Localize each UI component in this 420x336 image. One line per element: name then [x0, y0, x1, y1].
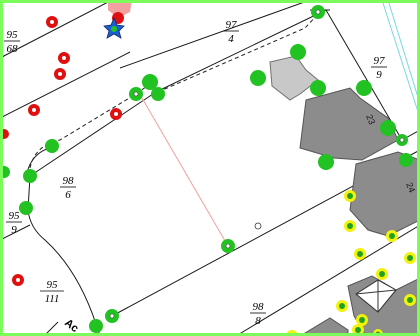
tree-center-marks — [109, 9, 405, 319]
parcel-label-6: 95 111 — [40, 279, 64, 305]
svg-text:9: 9 — [376, 69, 382, 81]
tree-green[interactable] — [142, 74, 158, 90]
water-line-2 — [387, 0, 420, 105]
svg-text:9: 9 — [11, 224, 17, 236]
house-number-23: 23 — [364, 113, 377, 126]
tree-green[interactable] — [250, 70, 266, 86]
building-cross-line-1 — [355, 289, 397, 295]
tree-group-green — [0, 5, 413, 333]
parcel-label-1: 95 68 — [4, 29, 20, 55]
survey-point — [254, 222, 262, 230]
building-bottom[interactable] — [299, 317, 349, 336]
parcel-label-7: 98 8 — [250, 301, 266, 327]
svg-text:6: 6 — [65, 189, 71, 201]
street-edge — [27, 175, 101, 336]
svg-text:98: 98 — [63, 175, 75, 187]
tree-green[interactable] — [380, 120, 396, 136]
svg-text:97: 97 — [374, 55, 386, 67]
svg-text:68: 68 — [7, 43, 19, 55]
parcel-label-5: 95 9 — [6, 210, 22, 236]
tree-green[interactable] — [23, 169, 37, 183]
svg-text:95: 95 — [47, 279, 59, 291]
tree-green[interactable] — [318, 154, 334, 170]
building-24[interactable] — [349, 151, 420, 237]
tree-green[interactable] — [399, 153, 413, 167]
parcel-label-3: 97 9 — [371, 55, 387, 81]
svg-text:4: 4 — [228, 33, 234, 45]
tree-green[interactable] — [356, 80, 372, 96]
house-number-24: 24 — [404, 181, 417, 194]
tree-green[interactable] — [290, 44, 306, 60]
svg-text:95: 95 — [7, 29, 19, 41]
water-line-1 — [381, 0, 420, 119]
tree-green[interactable] — [89, 319, 103, 333]
red-tree-centers — [16, 20, 118, 282]
parcel-label-2: 97 4 — [223, 19, 239, 45]
tree-green[interactable] — [310, 80, 326, 96]
red-area — [108, 0, 132, 18]
svg-text:95: 95 — [9, 210, 21, 222]
svg-text:111: 111 — [45, 293, 60, 305]
tree-green[interactable] — [151, 87, 165, 101]
svg-text:97: 97 — [226, 19, 238, 31]
svg-text:8: 8 — [255, 315, 261, 327]
star-marker-icon[interactable] — [103, 16, 125, 39]
tree-green[interactable] — [19, 201, 33, 215]
tree-green[interactable] — [45, 139, 59, 153]
svg-text:98: 98 — [253, 301, 265, 313]
parcel-label-4: 98 6 — [60, 175, 76, 201]
boundary-red-line — [141, 97, 229, 247]
